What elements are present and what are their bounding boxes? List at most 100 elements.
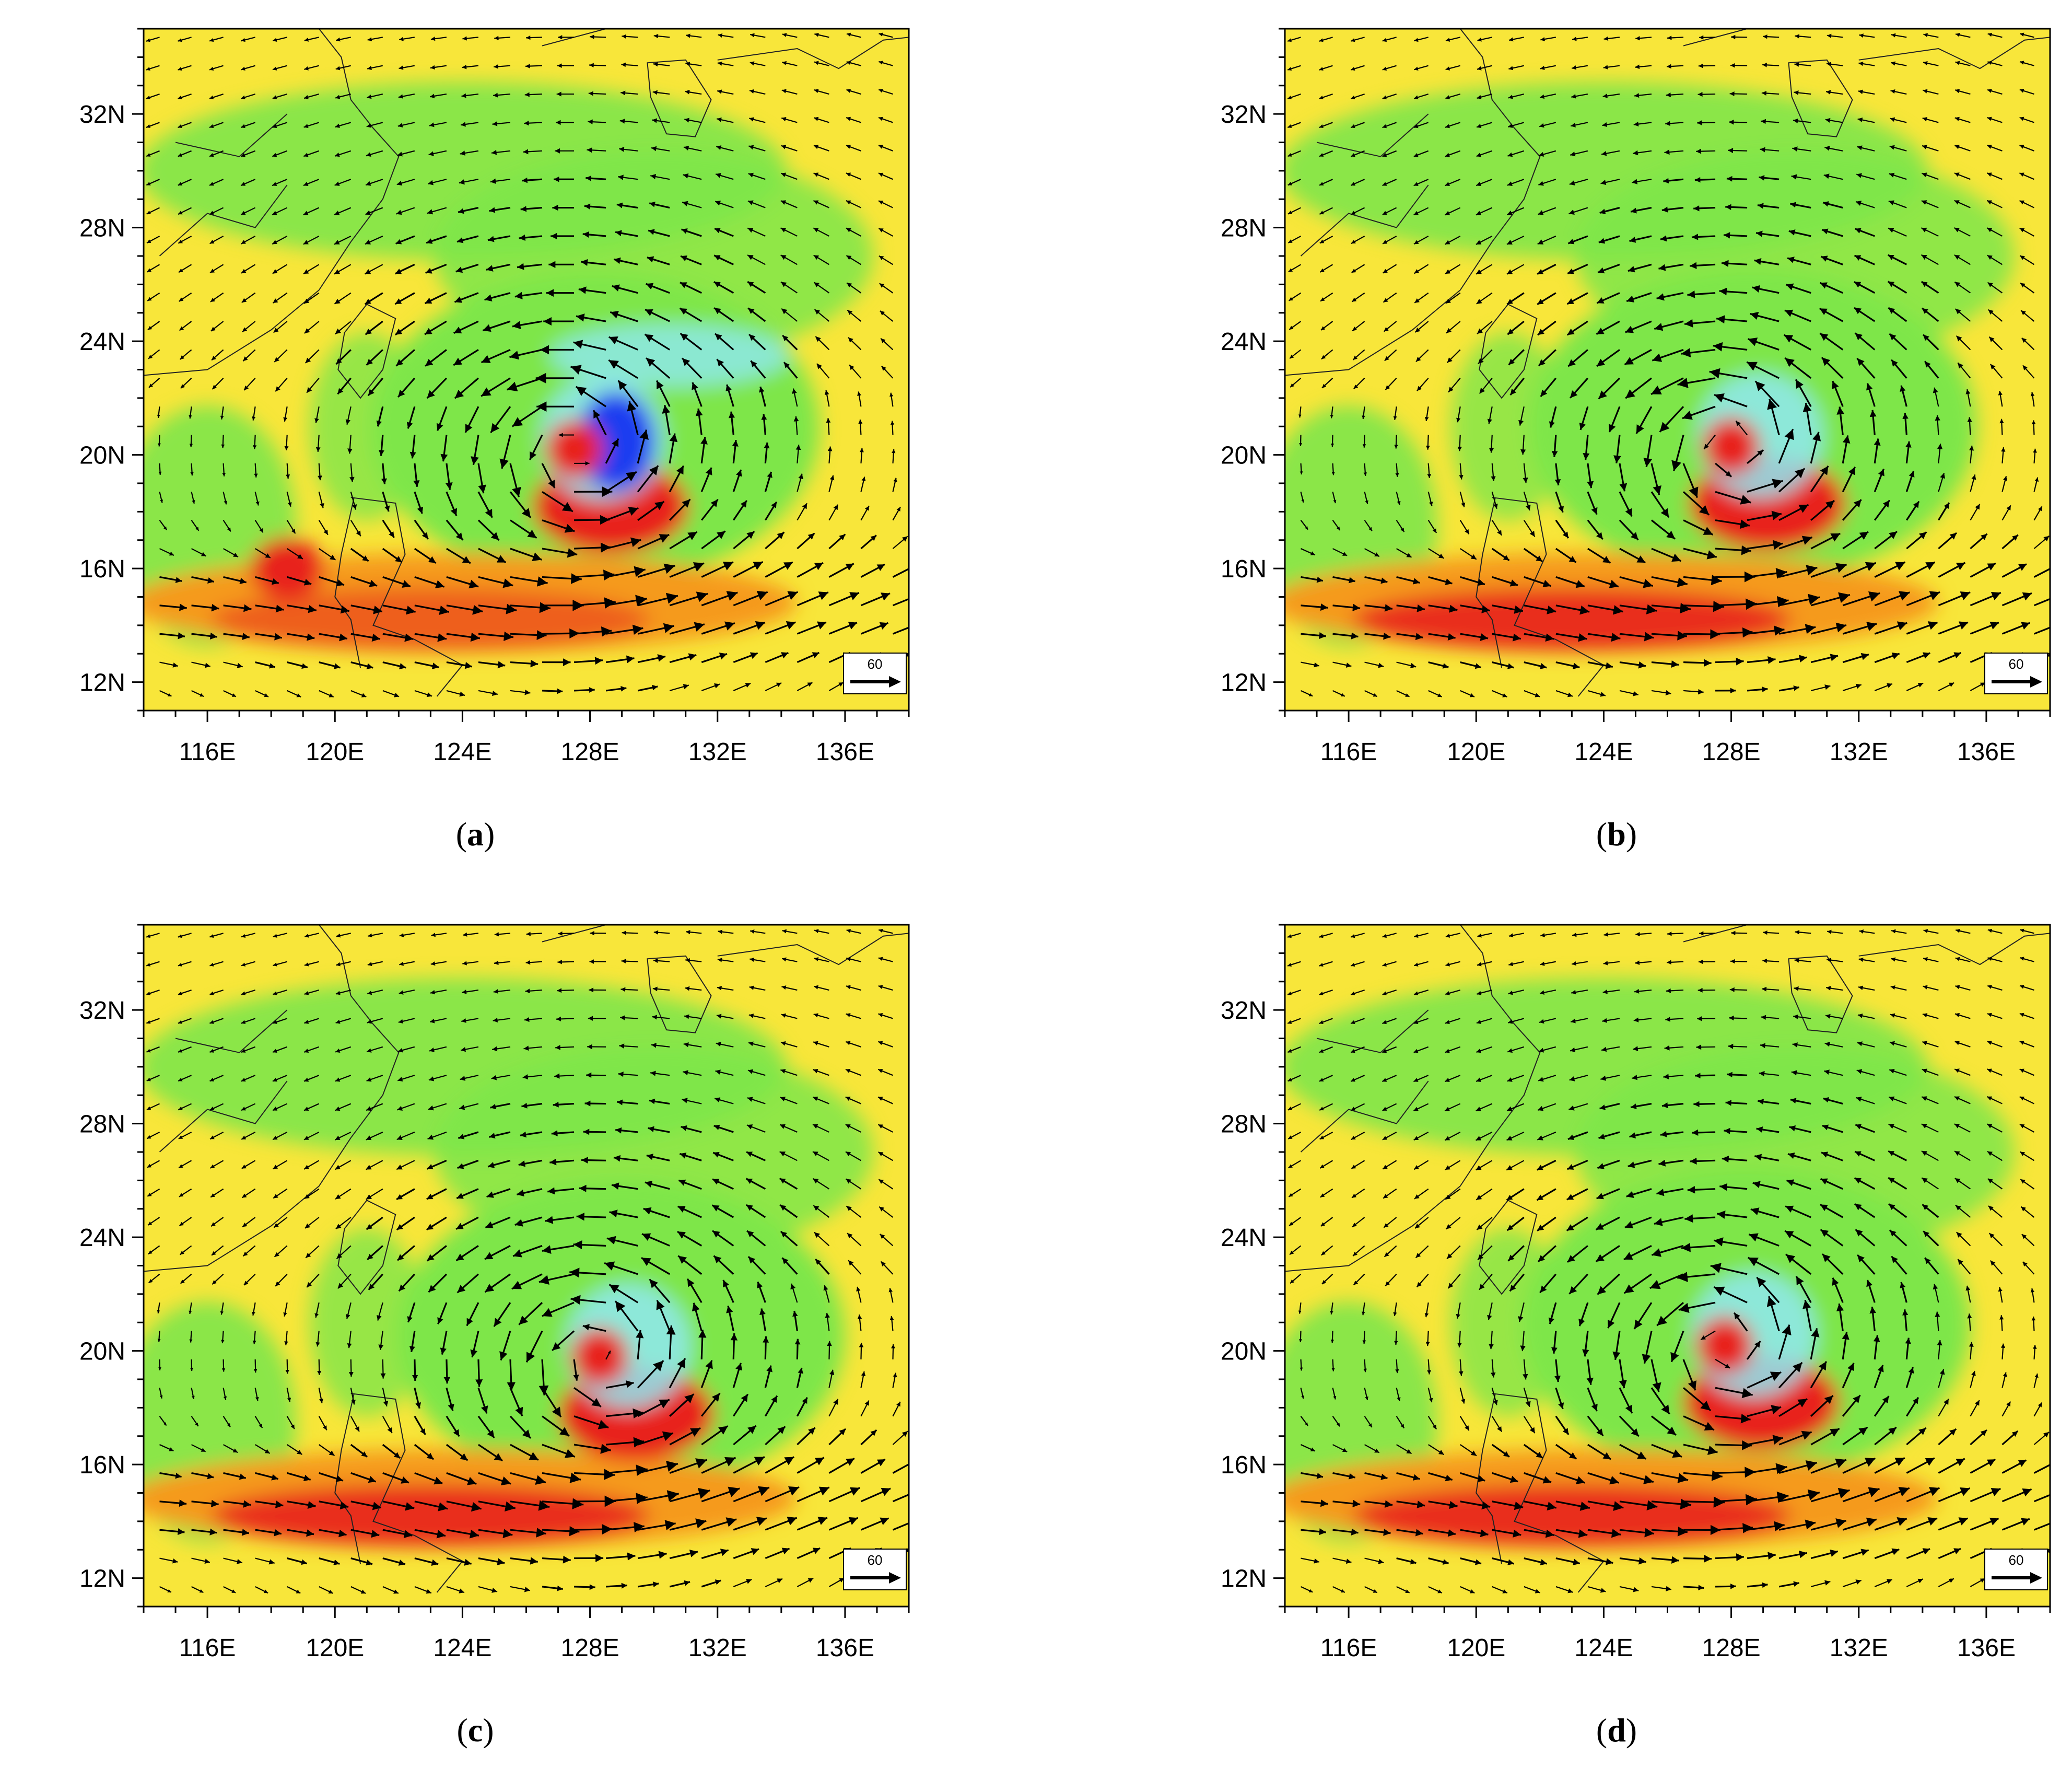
wind-vector bbox=[1319, 65, 1333, 71]
coastline-layer bbox=[144, 29, 909, 697]
wind-vector bbox=[209, 207, 224, 215]
wind-vector bbox=[828, 533, 846, 550]
wind-vector bbox=[178, 933, 192, 938]
wind-vector bbox=[1677, 1272, 1716, 1283]
wind-vector bbox=[1319, 150, 1333, 157]
wind-vector bbox=[715, 173, 734, 180]
wind-vector bbox=[1820, 1178, 1843, 1190]
wind-vector bbox=[1906, 682, 1924, 691]
wind-vector bbox=[845, 1151, 861, 1161]
wind-vector bbox=[510, 1557, 538, 1565]
wind-vector bbox=[1891, 33, 1907, 38]
wind-vector bbox=[542, 1244, 575, 1254]
wind-vector bbox=[1555, 1529, 1588, 1538]
wind-vector bbox=[1810, 465, 1829, 493]
wind-vector bbox=[1750, 1207, 1780, 1218]
wind-vector bbox=[524, 1017, 543, 1022]
wind-vector bbox=[1643, 435, 1653, 468]
wind-vector bbox=[223, 548, 239, 558]
wind-vector bbox=[478, 1444, 504, 1462]
wind-vector bbox=[429, 93, 447, 99]
wind-vector bbox=[1537, 320, 1556, 336]
wind-vector bbox=[304, 961, 320, 967]
wind-vector bbox=[1842, 1457, 1876, 1474]
wind-vector bbox=[304, 321, 320, 334]
wind-vector bbox=[1445, 37, 1460, 42]
wind-vector bbox=[542, 1301, 575, 1317]
wind-vector bbox=[1719, 1183, 1748, 1191]
wind-vector bbox=[398, 1018, 415, 1024]
wind-vector bbox=[1607, 1302, 1621, 1329]
wind-vector bbox=[146, 179, 160, 186]
wind-vector bbox=[765, 591, 799, 607]
wind-vector bbox=[1567, 1131, 1588, 1141]
wind-vector bbox=[1690, 262, 1716, 270]
wind-vector bbox=[1820, 1229, 1844, 1247]
wind-vector bbox=[1988, 1232, 2003, 1247]
wind-vector bbox=[436, 406, 448, 432]
wind-vector bbox=[680, 332, 703, 351]
wind-vector bbox=[209, 1046, 224, 1053]
wind-vector bbox=[350, 1529, 380, 1538]
wind-vector bbox=[1445, 1188, 1461, 1200]
wind-vector bbox=[255, 1444, 271, 1454]
wind-vector bbox=[397, 1046, 415, 1053]
wind-vector bbox=[1445, 1160, 1461, 1170]
wind-vector bbox=[1858, 957, 1875, 962]
reference-vector-label: 60 bbox=[868, 656, 883, 672]
wind-vector bbox=[335, 1188, 352, 1200]
wind-vector bbox=[319, 633, 348, 642]
wind-vector bbox=[573, 1240, 606, 1250]
wind-vector bbox=[1786, 1179, 1811, 1190]
wind-vector bbox=[1555, 1472, 1585, 1484]
wind-vector bbox=[1287, 1131, 1302, 1139]
wind-vector bbox=[605, 1380, 634, 1389]
wind-vector bbox=[223, 1416, 231, 1427]
wind-vector bbox=[1922, 172, 1939, 180]
wind-vector bbox=[2033, 1373, 2039, 1388]
wind-vector bbox=[669, 531, 698, 550]
wind-vector bbox=[272, 1131, 288, 1141]
wind-vector bbox=[847, 309, 862, 322]
wind-vector bbox=[1754, 1154, 1780, 1161]
wind-vector bbox=[209, 37, 224, 42]
wind-vector bbox=[471, 435, 479, 466]
wind-vector bbox=[1619, 491, 1633, 517]
wind-vector bbox=[1954, 200, 1971, 208]
wind-vector bbox=[1970, 1370, 1976, 1388]
wind-vector bbox=[605, 624, 643, 635]
wind-vector bbox=[613, 1155, 638, 1162]
province-borders bbox=[159, 113, 288, 257]
wind-vector bbox=[366, 150, 383, 157]
wind-vector bbox=[2022, 365, 2035, 379]
wind-vector bbox=[685, 89, 702, 95]
wind-vector bbox=[797, 1457, 825, 1474]
wind-vector bbox=[1523, 1388, 1531, 1407]
wind-vector bbox=[814, 957, 829, 962]
wind-vector bbox=[1754, 258, 1780, 265]
wind-vector bbox=[453, 320, 479, 334]
lon-tick-label: 120E bbox=[1447, 1634, 1505, 1662]
wind-vector bbox=[462, 64, 479, 69]
wind-vector bbox=[1414, 292, 1429, 304]
wind-vector bbox=[1715, 1387, 1753, 1399]
wind-vector bbox=[846, 89, 861, 95]
wind-vector bbox=[348, 1359, 354, 1377]
wind-vector bbox=[178, 1018, 192, 1024]
wind-vector bbox=[1492, 576, 1518, 587]
wind-vector bbox=[1954, 145, 1971, 152]
wind-vector bbox=[1427, 1388, 1433, 1403]
wind-vector bbox=[382, 1529, 413, 1538]
wind-vector bbox=[1587, 1586, 1606, 1593]
wind-vector bbox=[148, 377, 160, 388]
wind-vector bbox=[1722, 260, 1748, 267]
wind-vector bbox=[1634, 988, 1652, 994]
wind-vector bbox=[521, 1102, 543, 1109]
wind-vector bbox=[828, 622, 858, 635]
wind-vector bbox=[1954, 254, 1971, 265]
wind-vector bbox=[1445, 65, 1461, 71]
wind-vector bbox=[286, 520, 296, 534]
wind-vector bbox=[1890, 117, 1907, 123]
wind-vector bbox=[1477, 37, 1493, 42]
wind-vector bbox=[428, 1273, 448, 1293]
